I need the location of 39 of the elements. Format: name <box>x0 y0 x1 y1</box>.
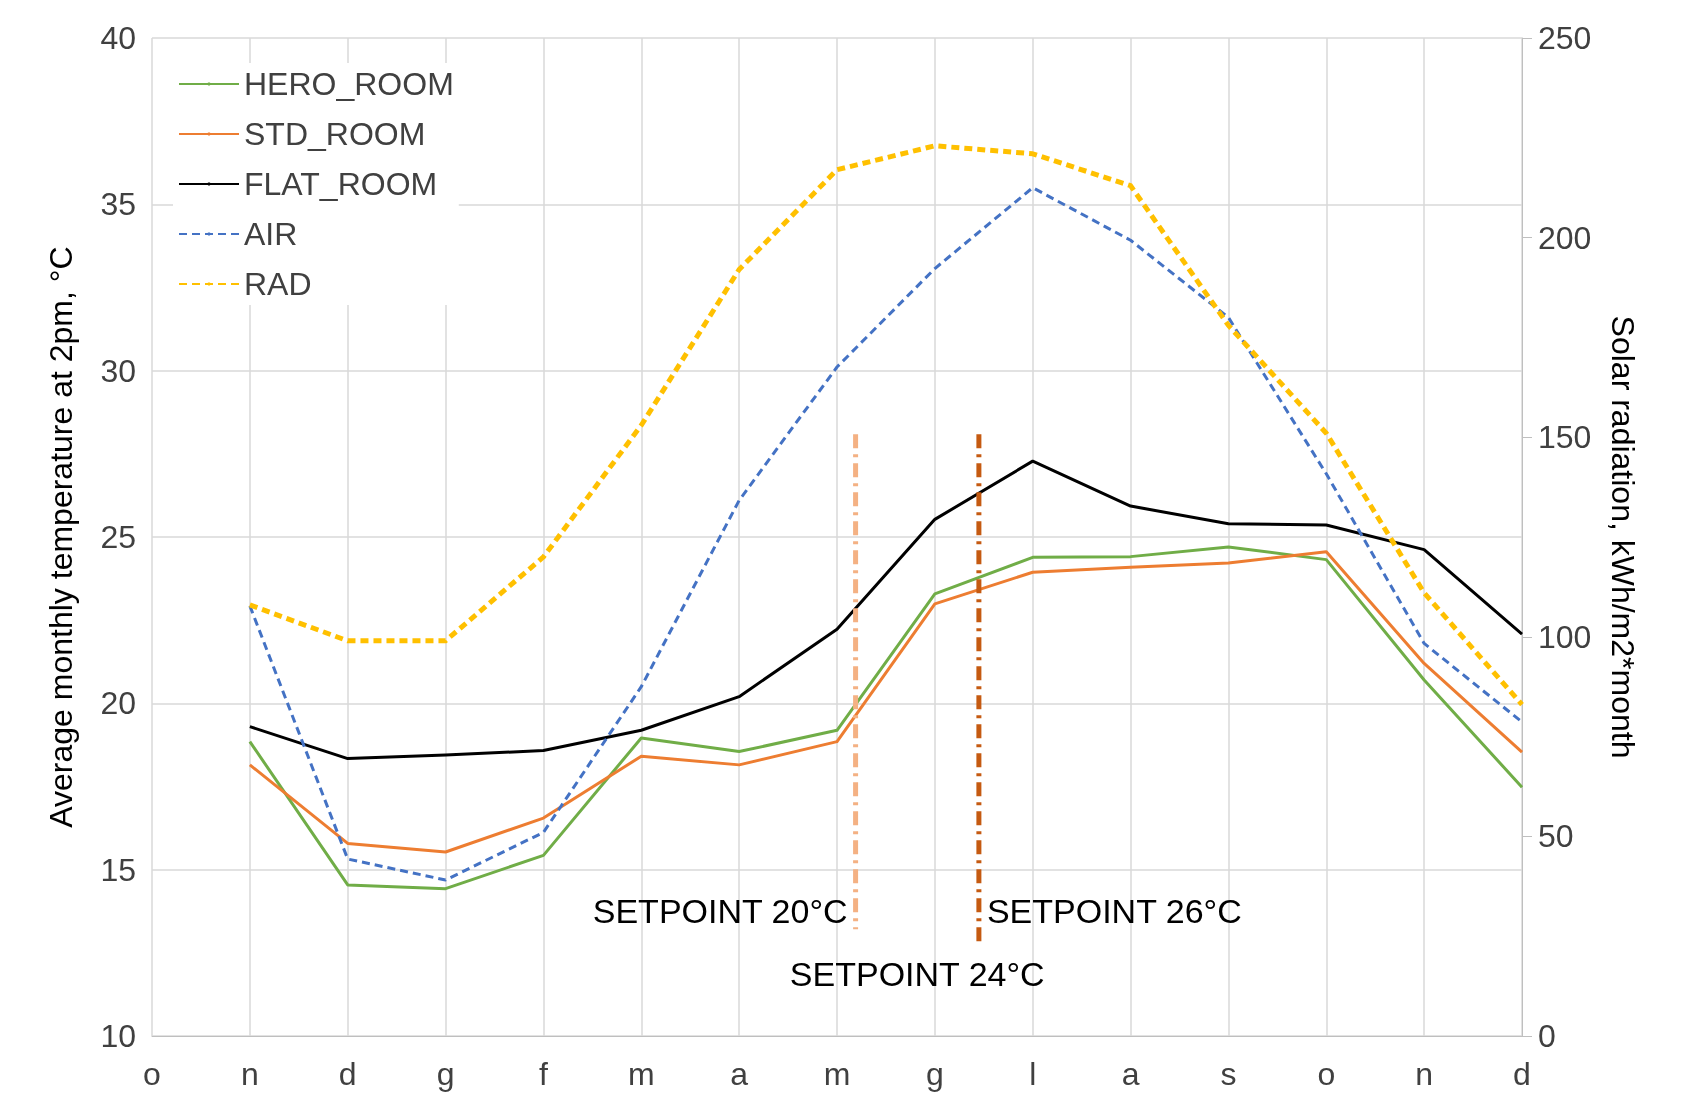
y-axis-title: Average monthly temperature at 2pm, °C <box>43 246 79 828</box>
x-tick-label: f <box>538 1056 548 1092</box>
x-tick-label: o <box>1317 1056 1336 1092</box>
legend-label: AIR <box>244 216 298 252</box>
y2-tick-label: 150 <box>1538 419 1592 456</box>
annotation: SETPOINT 20°C <box>592 892 848 930</box>
legend-label: RAD <box>244 266 312 302</box>
y-tick-label: 35 <box>100 186 136 223</box>
y-tick-label: 15 <box>100 851 136 888</box>
line-series <box>248 459 1524 761</box>
y2-axis-title: Solar radiation, kWh/m2*month <box>1605 315 1641 759</box>
y-tick-label: 20 <box>100 685 136 722</box>
y2-tick-label: 100 <box>1538 618 1592 655</box>
y2-tick-label: 200 <box>1538 219 1592 256</box>
x-tick-label: g <box>925 1056 944 1092</box>
y-tick-label: 30 <box>100 352 136 389</box>
x-tick-label: a <box>730 1056 749 1092</box>
y-tick-label: 25 <box>100 519 136 555</box>
x-tick-label: s <box>1220 1056 1237 1092</box>
x-tick-label: m <box>627 1056 655 1092</box>
annotation: SETPOINT 24°C <box>789 955 1045 993</box>
y2-tick-label: 50 <box>1538 818 1574 855</box>
legend-label: STD_ROOM <box>244 116 426 152</box>
x-tick-label: d <box>1513 1056 1531 1092</box>
x-tick-label: l <box>1029 1056 1037 1092</box>
x-tick-label: d <box>338 1056 357 1092</box>
y2-tick-label: 250 <box>1538 20 1592 56</box>
legend-label: HERO_ROOM <box>244 66 454 102</box>
legend-label: FLAT_ROOM <box>244 166 438 202</box>
x-tick-label: n <box>1415 1056 1434 1092</box>
x-tick-label: o <box>143 1056 161 1092</box>
x-tick-label: m <box>823 1056 851 1092</box>
x-tick-label: a <box>1121 1056 1140 1092</box>
y-tick-label: 10 <box>100 1018 136 1054</box>
x-tick-label: g <box>436 1056 455 1092</box>
x-tick-label: n <box>240 1056 259 1092</box>
y-tick-label: 40 <box>100 20 136 56</box>
y2-tick-label: 0 <box>1538 1018 1556 1054</box>
annotation: SETPOINT 26°C <box>986 892 1242 930</box>
